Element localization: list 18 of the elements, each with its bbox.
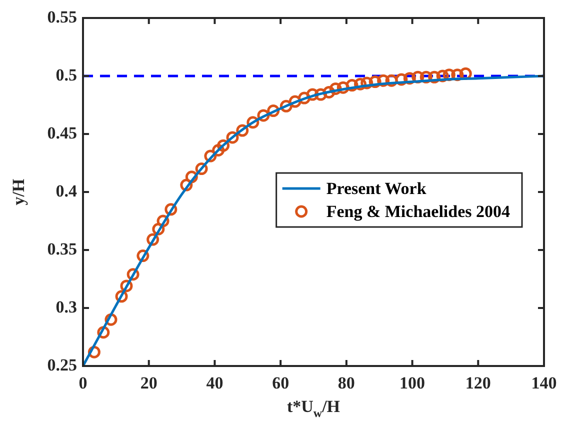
- y-tick-label: 0.25: [47, 355, 77, 374]
- y-axis-title: y/H: [9, 178, 28, 206]
- x-tick-label: 40: [206, 374, 224, 393]
- y-tick-label: 0.45: [47, 123, 77, 142]
- x-tick-label: 100: [400, 374, 426, 393]
- y-tick-label: 0.5: [56, 65, 77, 84]
- x-tick-label: 120: [465, 374, 491, 393]
- y-tick-label: 0.3: [56, 297, 77, 316]
- x-tick-label: 140: [531, 374, 557, 393]
- x-tick-label: 60: [272, 374, 290, 393]
- x-tick-label: 0: [78, 374, 88, 393]
- y-tick-label: 0.35: [47, 239, 77, 258]
- y-tick-label: 0.55: [47, 7, 77, 26]
- x-tick-label: 20: [140, 374, 158, 393]
- legend-label: Feng & Michaelides 2004: [326, 202, 510, 221]
- y-tick-label: 0.4: [56, 181, 78, 200]
- x-tick-label: 80: [338, 374, 355, 393]
- legend-label: Present Work: [326, 178, 427, 198]
